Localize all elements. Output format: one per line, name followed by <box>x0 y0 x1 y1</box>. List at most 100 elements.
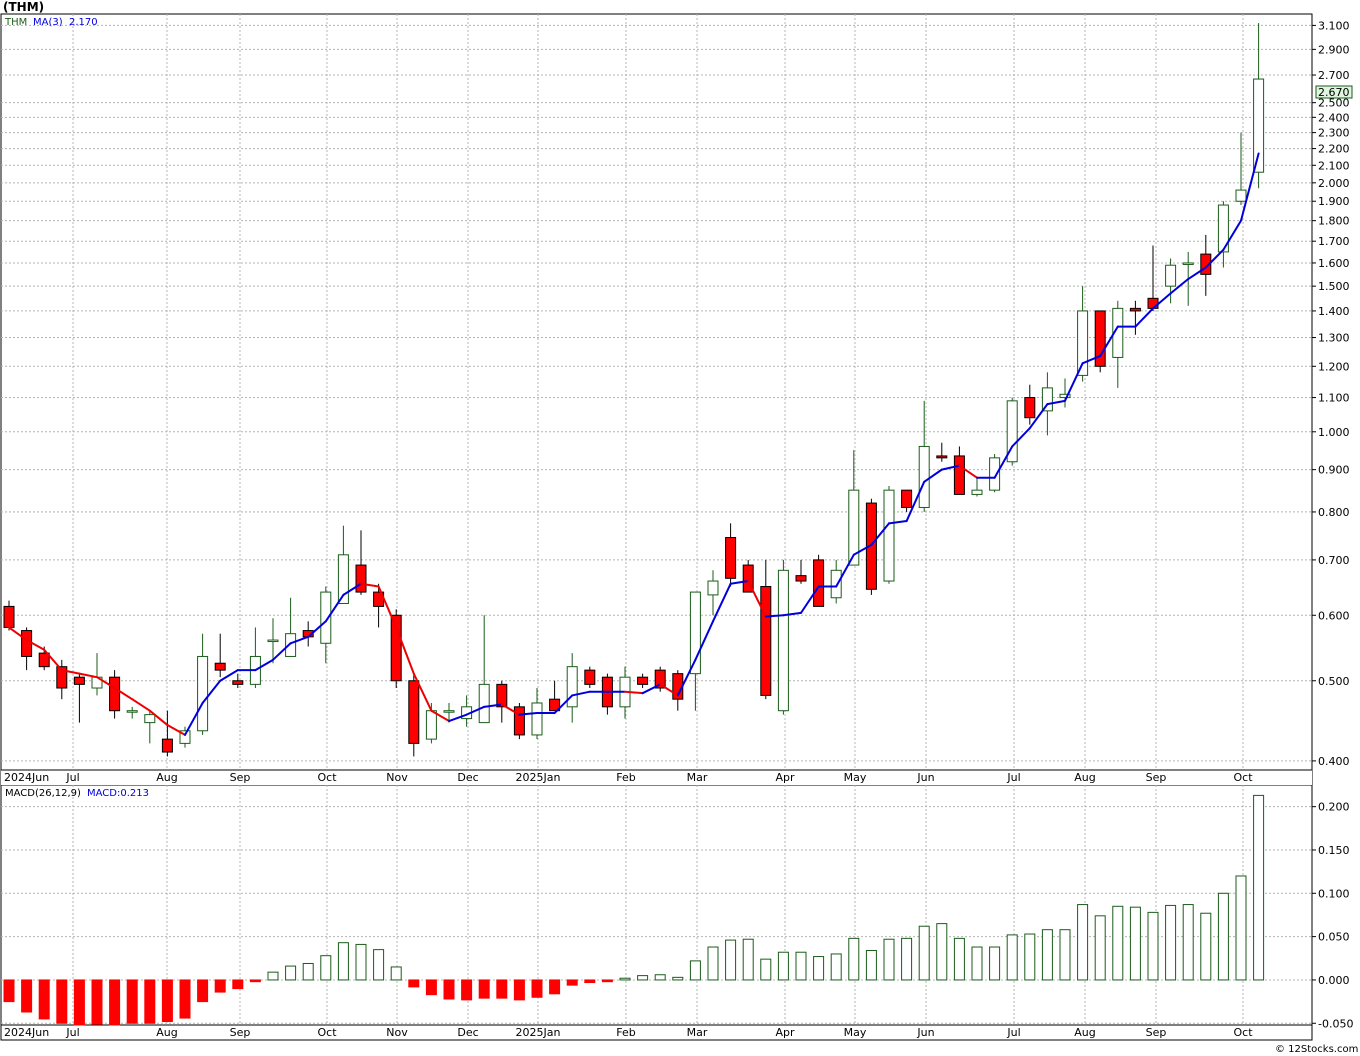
ma-segment <box>1028 403 1049 430</box>
price-panel <box>0 13 1313 786</box>
candle-body <box>478 683 490 724</box>
price-tick-label: 3.100 <box>1318 19 1350 32</box>
candle-body <box>637 676 649 685</box>
ma-segment <box>852 543 873 556</box>
macd-bar <box>443 979 455 1000</box>
candle-body <box>953 455 965 495</box>
macd-bar <box>760 958 772 981</box>
price-x-tick-label: Oct <box>1233 771 1253 784</box>
candle-body <box>1182 262 1194 265</box>
ma-segment <box>1240 152 1260 222</box>
macd-bar <box>144 979 156 1024</box>
ma-segment <box>1099 325 1119 357</box>
ma-segment <box>1134 307 1154 328</box>
price-x-tick-label: 2025Jan <box>516 771 561 784</box>
macd-x-tick-label: Jul <box>1006 1026 1020 1039</box>
macd-tick-label: 0.100 <box>1318 887 1350 900</box>
price-x-tick-label: Jul <box>1006 771 1020 784</box>
candle-body <box>795 575 807 582</box>
ma-segment <box>1046 399 1066 406</box>
macd-bar <box>1235 875 1247 981</box>
macd-bar <box>1182 904 1194 981</box>
price-tick-label: 2.100 <box>1318 159 1350 172</box>
ma-segment <box>430 709 450 723</box>
candle-body <box>813 559 825 607</box>
price-tick-label: 2.700 <box>1318 69 1350 82</box>
ma-segment <box>694 620 714 661</box>
macd-bar <box>1165 904 1177 981</box>
ma-segment <box>782 611 802 617</box>
ma-segment <box>8 626 28 642</box>
price-x-tick-label: Oct <box>317 771 337 784</box>
candle-body <box>355 564 367 593</box>
macd-x-tick-label: Sep <box>230 1026 251 1039</box>
macd-histogram <box>3 794 1265 1026</box>
macd-bar <box>971 946 983 981</box>
ma-segment <box>1169 278 1190 295</box>
macd-bar <box>619 977 631 981</box>
macd-bar <box>302 962 314 981</box>
candle-body <box>707 580 719 596</box>
macd-x-axis: 2024Jun Jul Aug Sep Oct Nov Dec 2025Jan Feb Mar Ap… <box>4 1026 1253 1039</box>
macd-bar <box>848 937 860 981</box>
ma-segment <box>342 582 362 596</box>
macd-bar <box>73 979 85 1026</box>
legend-ma-label: MA(3) <box>33 17 63 28</box>
legend-symbol: THM <box>4 17 27 28</box>
macd-bar <box>1147 911 1159 981</box>
candle-body <box>654 669 666 689</box>
ma-segment <box>395 626 415 675</box>
macd-bar <box>1217 892 1229 981</box>
macd-bar <box>1006 934 1018 981</box>
macd-bar <box>689 960 701 981</box>
candle-body <box>918 445 930 508</box>
macd-bar <box>390 966 402 981</box>
ma-segment <box>940 464 961 471</box>
macd-bar <box>1041 929 1053 981</box>
macd-bar <box>56 979 68 1024</box>
macd-bar <box>249 979 261 983</box>
price-tick-label: 1.100 <box>1318 392 1350 405</box>
ma-segment <box>747 580 767 618</box>
price-tick-label: 1.200 <box>1318 360 1350 373</box>
chart-title: (THM) <box>3 0 45 14</box>
macd-bar <box>989 946 1001 981</box>
moving-average-line <box>8 152 1260 736</box>
ma-segment <box>1011 427 1031 448</box>
macd-x-tick-label: Mar <box>687 1026 708 1039</box>
macd-x-tick-label: Aug <box>156 1026 177 1039</box>
macd-x-tick-label: Jun <box>916 1026 934 1039</box>
candle-body <box>1147 297 1159 309</box>
macd-bar <box>830 953 842 981</box>
macd-bar <box>179 979 191 1019</box>
macd-bar <box>38 979 50 1020</box>
candle-body <box>126 710 138 713</box>
macd-bar <box>232 979 244 990</box>
candle-body <box>901 489 913 508</box>
price-tick-label: 1.500 <box>1318 280 1350 293</box>
ma-segment <box>289 635 310 645</box>
macd-x-tick-label: 2025Jan <box>516 1026 561 1039</box>
price-x-tick-label: Jul <box>65 771 79 784</box>
ma-segment <box>1222 219 1242 251</box>
macd-bar <box>1112 905 1124 981</box>
ma-segment <box>764 614 785 618</box>
macd-bar <box>21 979 33 1013</box>
ma-segment <box>1064 362 1084 402</box>
macd-x-tick-label: Feb <box>616 1026 635 1039</box>
candle-body <box>425 710 437 740</box>
price-tick-label: 0.600 <box>1318 609 1350 622</box>
candle-body <box>408 680 420 744</box>
ma-segment <box>78 672 98 679</box>
macd-x-tick-label: Jul <box>65 1026 79 1039</box>
price-gridlines <box>1 14 1312 770</box>
macd-bar <box>531 979 543 998</box>
ma-segment <box>571 690 591 697</box>
ma-segment <box>958 464 978 479</box>
macd-bar <box>865 949 877 981</box>
candle-body <box>443 710 455 713</box>
candle-body <box>566 666 578 708</box>
macd-bar <box>795 951 807 981</box>
macd-bar <box>161 979 173 1023</box>
